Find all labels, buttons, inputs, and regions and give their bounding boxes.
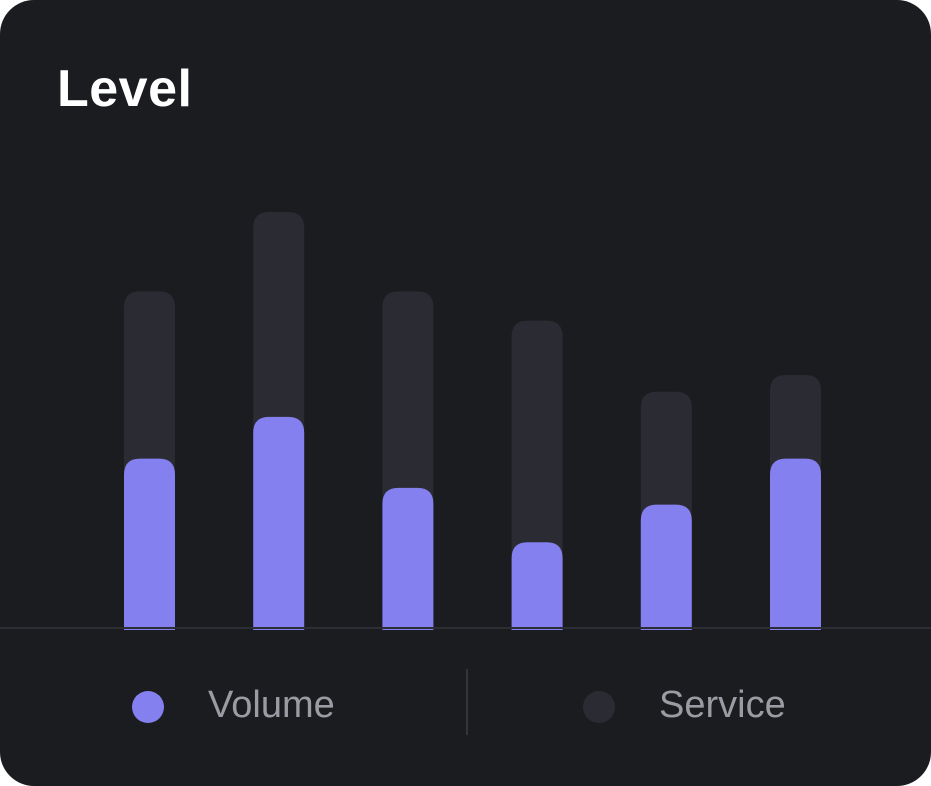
bar-volume-5 — [640, 504, 692, 630]
chart-legend: Volume Service — [0, 628, 931, 786]
bar-volume-6 — [770, 458, 821, 630]
legend-label-service: Service — [659, 684, 786, 726]
bar-volume-4 — [511, 542, 563, 630]
legend-divider — [466, 669, 468, 735]
bar-volume-3 — [382, 487, 434, 630]
legend-item-volume[interactable]: Volume — [132, 628, 335, 786]
legend-item-service[interactable]: Service — [583, 628, 786, 786]
legend-dot-volume — [132, 691, 164, 723]
bars-layer — [124, 212, 821, 630]
bar-volume-1 — [124, 458, 175, 630]
legend-dot-service — [583, 691, 615, 723]
card-title: Level — [57, 60, 193, 118]
legend-label-volume: Volume — [208, 684, 335, 726]
bar-volume-2 — [253, 416, 305, 630]
